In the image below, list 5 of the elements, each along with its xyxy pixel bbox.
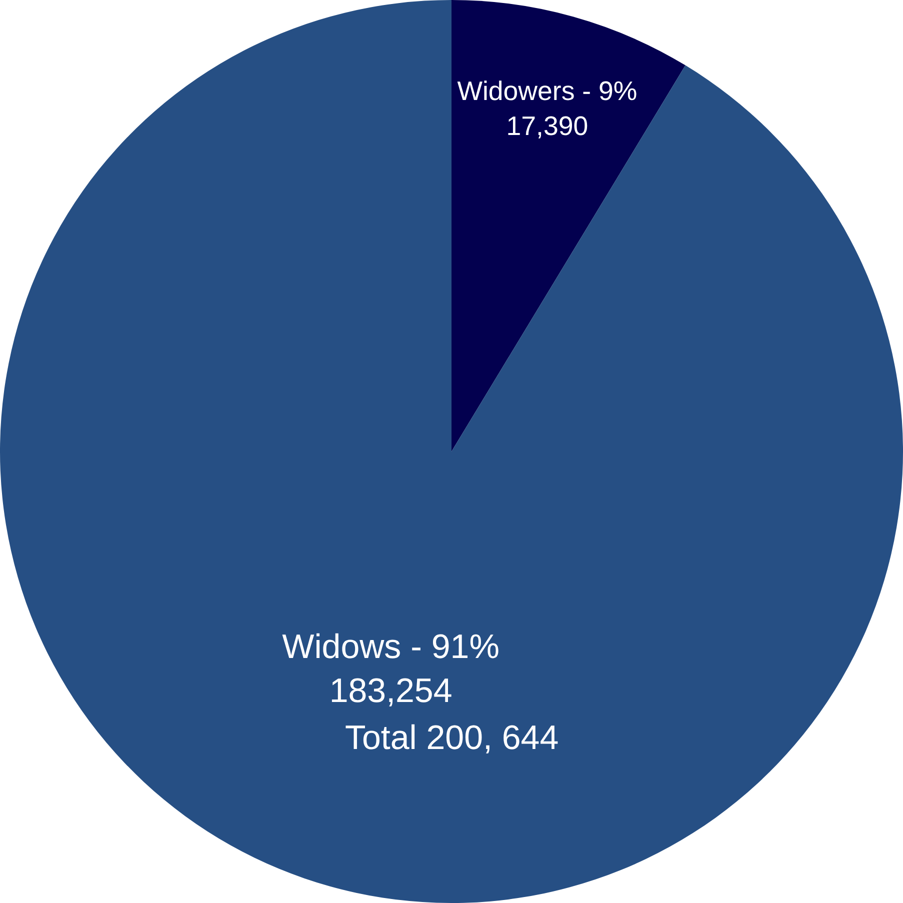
- text: Total 200, 644: [345, 719, 559, 757]
- slice-label: Widows - 91%: [282, 628, 500, 666]
- data-label: 183,254: [329, 672, 452, 710]
- data-label: 17,390: [506, 110, 588, 141]
- slice-label: Widowers - 9%: [457, 76, 638, 106]
